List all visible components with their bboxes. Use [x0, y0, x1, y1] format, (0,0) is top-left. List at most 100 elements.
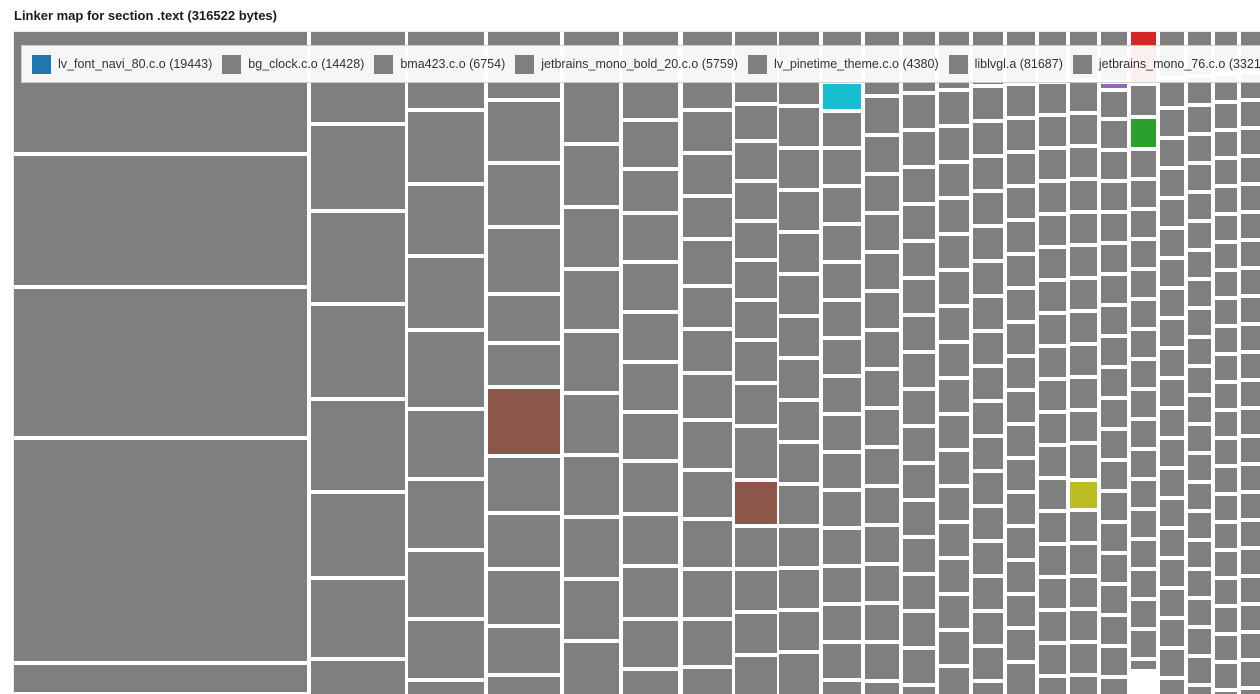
treemap-cell[interactable]	[1039, 678, 1066, 694]
treemap-cell[interactable]	[823, 302, 861, 336]
treemap-cell[interactable]	[1007, 358, 1035, 388]
treemap-cell[interactable]	[735, 657, 777, 694]
treemap-cell[interactable]	[1188, 542, 1211, 567]
treemap-cell[interactable]	[1131, 241, 1156, 267]
treemap-cell[interactable]	[1007, 528, 1035, 558]
treemap-cell[interactable]	[564, 395, 619, 453]
treemap-cell[interactable]	[1188, 484, 1211, 509]
treemap-cell[interactable]	[939, 200, 969, 232]
treemap-cell[interactable]	[1160, 590, 1184, 616]
treemap-cell[interactable]	[865, 449, 899, 484]
treemap-cell[interactable]	[779, 654, 819, 694]
treemap-cell[interactable]	[939, 92, 969, 124]
treemap-cell[interactable]	[939, 272, 969, 304]
treemap-cell[interactable]	[1160, 230, 1184, 256]
treemap-cell[interactable]	[1215, 188, 1237, 212]
treemap-cell[interactable]	[1160, 500, 1184, 526]
treemap-cell[interactable]	[623, 122, 678, 167]
treemap-cell[interactable]	[1215, 496, 1237, 520]
treemap-cell[interactable]	[735, 385, 777, 424]
treemap-cell[interactable]	[1188, 368, 1211, 393]
treemap-cell[interactable]	[683, 288, 732, 327]
treemap-cell[interactable]	[1160, 530, 1184, 556]
treemap-cell[interactable]	[903, 576, 935, 609]
treemap-cell[interactable]	[735, 528, 777, 567]
treemap-cell[interactable]	[1241, 466, 1260, 490]
treemap-cell[interactable]	[865, 605, 899, 640]
treemap-cell[interactable]	[1101, 338, 1127, 365]
treemap-cell[interactable]	[488, 102, 560, 161]
treemap-cell[interactable]	[1101, 400, 1127, 427]
treemap-cell[interactable]	[823, 606, 861, 640]
treemap-cell[interactable]	[311, 580, 405, 657]
treemap-cell[interactable]	[1131, 421, 1156, 447]
treemap-cell[interactable]	[1188, 687, 1211, 694]
treemap-cell[interactable]	[1007, 562, 1035, 592]
treemap-cell[interactable]	[1131, 451, 1156, 477]
treemap-cell[interactable]	[1070, 379, 1097, 408]
treemap-cell[interactable]	[779, 570, 819, 608]
treemap-cell[interactable]	[1070, 214, 1097, 243]
treemap-cell[interactable]	[1007, 596, 1035, 626]
treemap-cell[interactable]	[1241, 578, 1260, 602]
treemap-cell[interactable]	[1188, 339, 1211, 364]
treemap-cell[interactable]	[779, 234, 819, 272]
treemap-cell[interactable]	[1101, 307, 1127, 334]
treemap-cell[interactable]	[1007, 426, 1035, 456]
treemap-cell[interactable]	[865, 98, 899, 133]
treemap-cell[interactable]	[488, 296, 560, 341]
treemap-cell[interactable]	[1070, 512, 1097, 541]
treemap-cell[interactable]	[823, 492, 861, 526]
treemap-cell[interactable]	[1215, 412, 1237, 436]
treemap-cell[interactable]	[1188, 397, 1211, 422]
treemap-cell[interactable]	[973, 333, 1003, 364]
treemap-cell[interactable]	[865, 644, 899, 679]
treemap-cell[interactable]	[1215, 580, 1237, 604]
treemap-cell[interactable]	[1039, 480, 1066, 509]
treemap-cell[interactable]	[865, 371, 899, 406]
treemap-cell[interactable]	[564, 333, 619, 391]
treemap-cell[interactable]	[311, 213, 405, 302]
treemap-cell[interactable]	[939, 668, 969, 694]
treemap-cell[interactable]	[865, 527, 899, 562]
treemap-cell[interactable]	[1131, 661, 1156, 669]
treemap-cell[interactable]	[1188, 281, 1211, 306]
treemap-cell[interactable]	[823, 113, 861, 146]
treemap-cell[interactable]	[623, 414, 678, 459]
treemap-cell[interactable]	[1215, 216, 1237, 240]
treemap-cell[interactable]	[488, 165, 560, 225]
treemap-cell[interactable]	[973, 473, 1003, 504]
treemap-cell[interactable]	[735, 571, 777, 610]
treemap-cell[interactable]	[939, 236, 969, 268]
treemap-cell[interactable]	[1039, 183, 1066, 212]
treemap-cell[interactable]	[939, 524, 969, 556]
treemap-cell[interactable]	[1101, 679, 1127, 694]
treemap-cell[interactable]	[623, 171, 678, 211]
treemap-cell[interactable]	[1131, 271, 1156, 297]
treemap-cell[interactable]	[779, 318, 819, 356]
treemap-cell[interactable]	[973, 298, 1003, 329]
treemap-cell[interactable]	[1070, 677, 1097, 694]
treemap-cell[interactable]	[488, 628, 560, 673]
treemap-cell[interactable]	[1188, 78, 1211, 103]
treemap-cell[interactable]	[823, 378, 861, 412]
treemap-cell[interactable]	[1160, 320, 1184, 346]
treemap-cell[interactable]	[1101, 214, 1127, 241]
treemap-cell[interactable]	[14, 289, 307, 436]
treemap-cell[interactable]	[939, 344, 969, 376]
treemap-cell[interactable]	[1215, 356, 1237, 380]
treemap-cell[interactable]	[408, 621, 484, 678]
treemap-cell[interactable]	[903, 613, 935, 646]
treemap-cell[interactable]	[1007, 86, 1035, 116]
treemap-cell[interactable]	[1039, 612, 1066, 641]
treemap-cell[interactable]	[903, 650, 935, 683]
treemap-cell[interactable]	[408, 186, 484, 254]
treemap-cell[interactable]	[1241, 662, 1260, 686]
treemap-cell[interactable]	[823, 682, 861, 694]
treemap-cell[interactable]	[903, 206, 935, 239]
treemap-cell[interactable]	[1160, 620, 1184, 646]
treemap-cell[interactable]	[779, 402, 819, 440]
treemap-cell[interactable]	[779, 276, 819, 314]
treemap-cell[interactable]	[1215, 524, 1237, 548]
treemap-cell[interactable]	[865, 137, 899, 172]
